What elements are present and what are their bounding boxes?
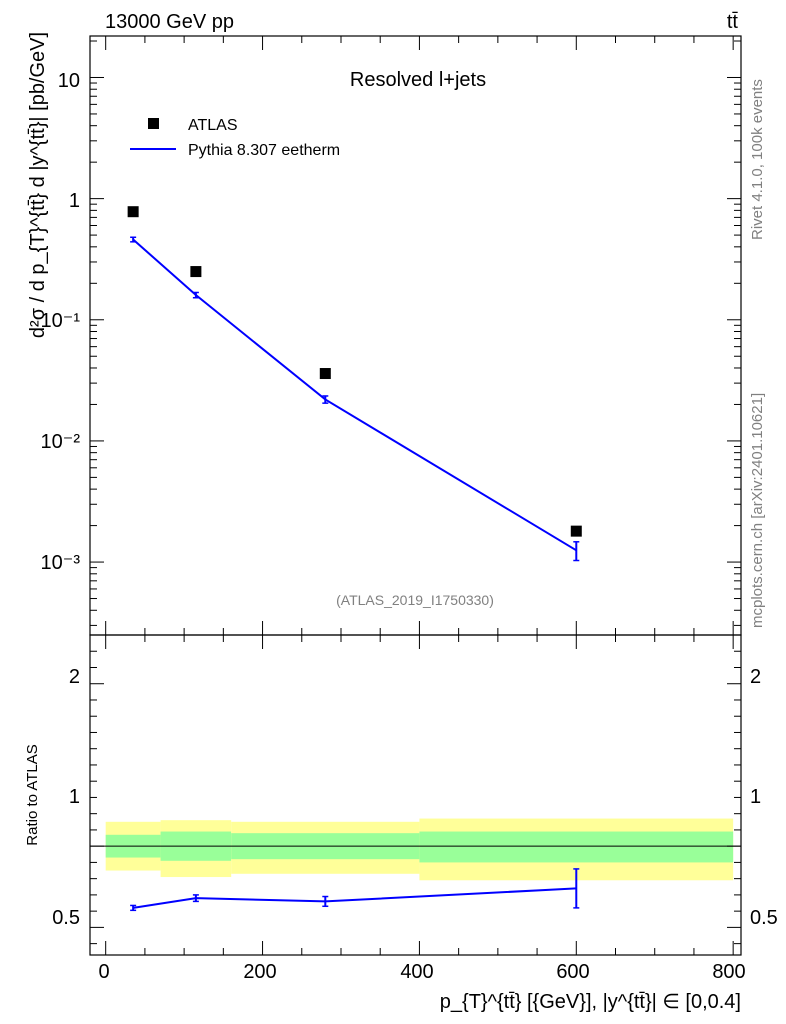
- ratio-bands: [105, 818, 734, 881]
- ytick-label-10: 10: [58, 70, 80, 92]
- ytick-label-0.01: 10⁻²: [41, 431, 81, 453]
- ratio-panel: 2 1 0.5 2 1 0.5 0 200 400 600 800 Ratio …: [24, 634, 778, 1013]
- ratio-ytick-label-right-0.5: 0.5: [750, 907, 778, 929]
- atlas-data-point: [570, 525, 582, 537]
- energy-label: 13000 GeV pp: [105, 11, 234, 33]
- ratio-frame: [89, 634, 742, 956]
- ytick-label-0.1: 10⁻¹: [41, 310, 81, 332]
- xtick-label-600: 600: [556, 961, 589, 983]
- ratio-axis-ticks: [90, 634, 741, 955]
- main-panel: 10 1 10⁻¹ 10⁻² 10⁻³ Resolved l+jets (ATL…: [27, 32, 742, 636]
- x-axis-label: p_{T}^{tt̄} [{GeV}], |y^{tt̄}| ∈ [0,0.4]: [440, 991, 741, 1013]
- analysis-label: (ATLAS_2019_I1750330): [336, 592, 494, 608]
- mcplots-label: mcplots.cern.ch [arXiv:2401.10621]: [749, 393, 766, 628]
- legend: ATLAS Pythia 8.307 eetherm: [130, 117, 340, 159]
- ratio-line: [132, 887, 577, 909]
- atlas-data-point: [127, 206, 139, 218]
- main-ylabel: d²σ / d p_{T}^{tt̄} d |y^{tt̄}| [pb/GeV]: [27, 32, 49, 338]
- rivet-label: Rivet 4.1.0, 100k events: [749, 79, 766, 240]
- process-label: tt̄: [727, 11, 739, 33]
- main-data-marks: [127, 206, 582, 562]
- atlas-data-point: [319, 368, 331, 380]
- ratio-ytick-label-right-1: 1: [750, 786, 761, 808]
- plot-title: Resolved l+jets: [350, 69, 486, 91]
- ratio-ylabel: Ratio to ATLAS: [24, 744, 41, 845]
- ratio-data-marks: [130, 868, 580, 912]
- ratio-ytick-label-0.5: 0.5: [52, 907, 80, 929]
- ratio-ytick-label-2: 2: [69, 666, 80, 688]
- ytick-label-1: 1: [69, 190, 80, 212]
- ratio-ytick-label-1: 1: [69, 786, 80, 808]
- ytick-label-0.001: 10⁻³: [41, 552, 81, 574]
- atlas-data-point: [190, 266, 202, 278]
- xtick-label-400: 400: [400, 961, 433, 983]
- xtick-label-800: 800: [712, 961, 745, 983]
- legend-label-atlas: ATLAS: [188, 117, 238, 134]
- xtick-label-0: 0: [98, 961, 109, 983]
- legend-label-pythia: Pythia 8.307 eetherm: [188, 142, 340, 159]
- ratio-ytick-label-right-2: 2: [750, 666, 761, 688]
- ratio-band-inner: [419, 831, 734, 863]
- xtick-label-200: 200: [243, 961, 276, 983]
- main-axis-ticks: [90, 36, 741, 635]
- legend-marker-atlas: [148, 118, 159, 129]
- main-ytick-labels: 10 1 10⁻¹ 10⁻² 10⁻³: [41, 70, 81, 574]
- pythia-line: [132, 238, 577, 552]
